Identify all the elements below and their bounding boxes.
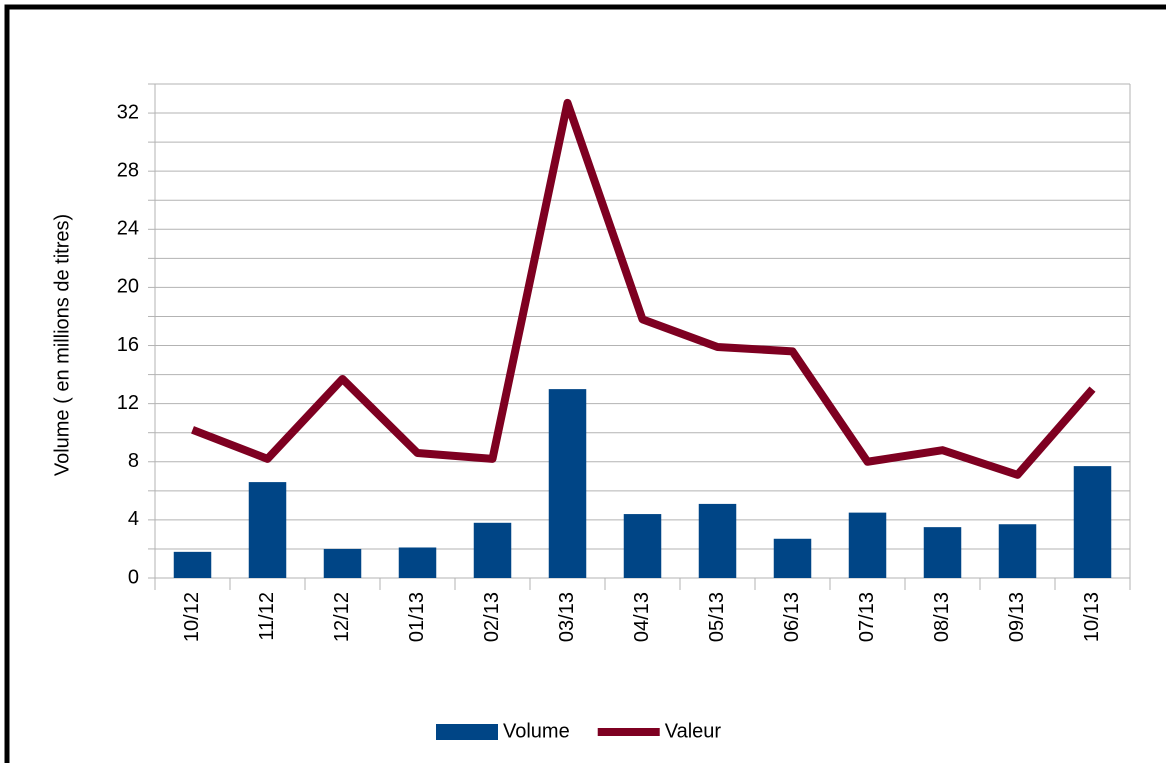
x-tick-label: 12/12 [331, 592, 353, 642]
y-tick-label: 12 [117, 392, 139, 414]
x-tick-label: 02/13 [481, 592, 503, 642]
legend-swatch [436, 724, 498, 740]
x-tick-label: 09/13 [1006, 592, 1028, 642]
bar [173, 551, 212, 578]
frame [4, 4, 1166, 763]
y-tick-label: 0 [128, 566, 139, 588]
x-tick-label: 11/12 [256, 592, 278, 641]
bar [623, 514, 662, 578]
y-tick-label: 16 [117, 334, 139, 356]
y-tick-label: 28 [117, 159, 139, 181]
y-tick-label: 4 [128, 508, 139, 530]
y-tick-label: 20 [117, 276, 139, 298]
x-tick-label: 08/13 [931, 592, 953, 642]
x-tick-label: 10/13 [1081, 592, 1103, 642]
x-tick-label: 06/13 [781, 592, 803, 642]
x-tick-label: 01/13 [406, 592, 428, 642]
x-tick-label: 10/12 [181, 592, 203, 642]
bar [548, 389, 587, 578]
y-axis-title: Volume ( en millions de titres) [51, 214, 73, 476]
legend-label: Volume [503, 720, 570, 742]
bar [698, 503, 737, 578]
x-tick-label: 04/13 [631, 592, 653, 642]
bar [1073, 466, 1112, 578]
bar [923, 527, 962, 578]
y-tick-label: 8 [128, 450, 139, 472]
bar [398, 547, 437, 578]
x-tick-label: 05/13 [706, 592, 728, 642]
y-tick-label: 24 [117, 218, 139, 240]
y-tick-label: 32 [117, 101, 139, 123]
x-tick-label: 07/13 [856, 592, 878, 642]
bar [248, 482, 287, 578]
x-tick-label: 03/13 [556, 592, 578, 642]
bar [998, 524, 1037, 578]
bar [848, 512, 887, 578]
bar [473, 522, 512, 578]
bar [323, 548, 362, 578]
bar [773, 538, 812, 578]
line [191, 98, 1096, 479]
legend-label: Valeur [665, 720, 722, 742]
